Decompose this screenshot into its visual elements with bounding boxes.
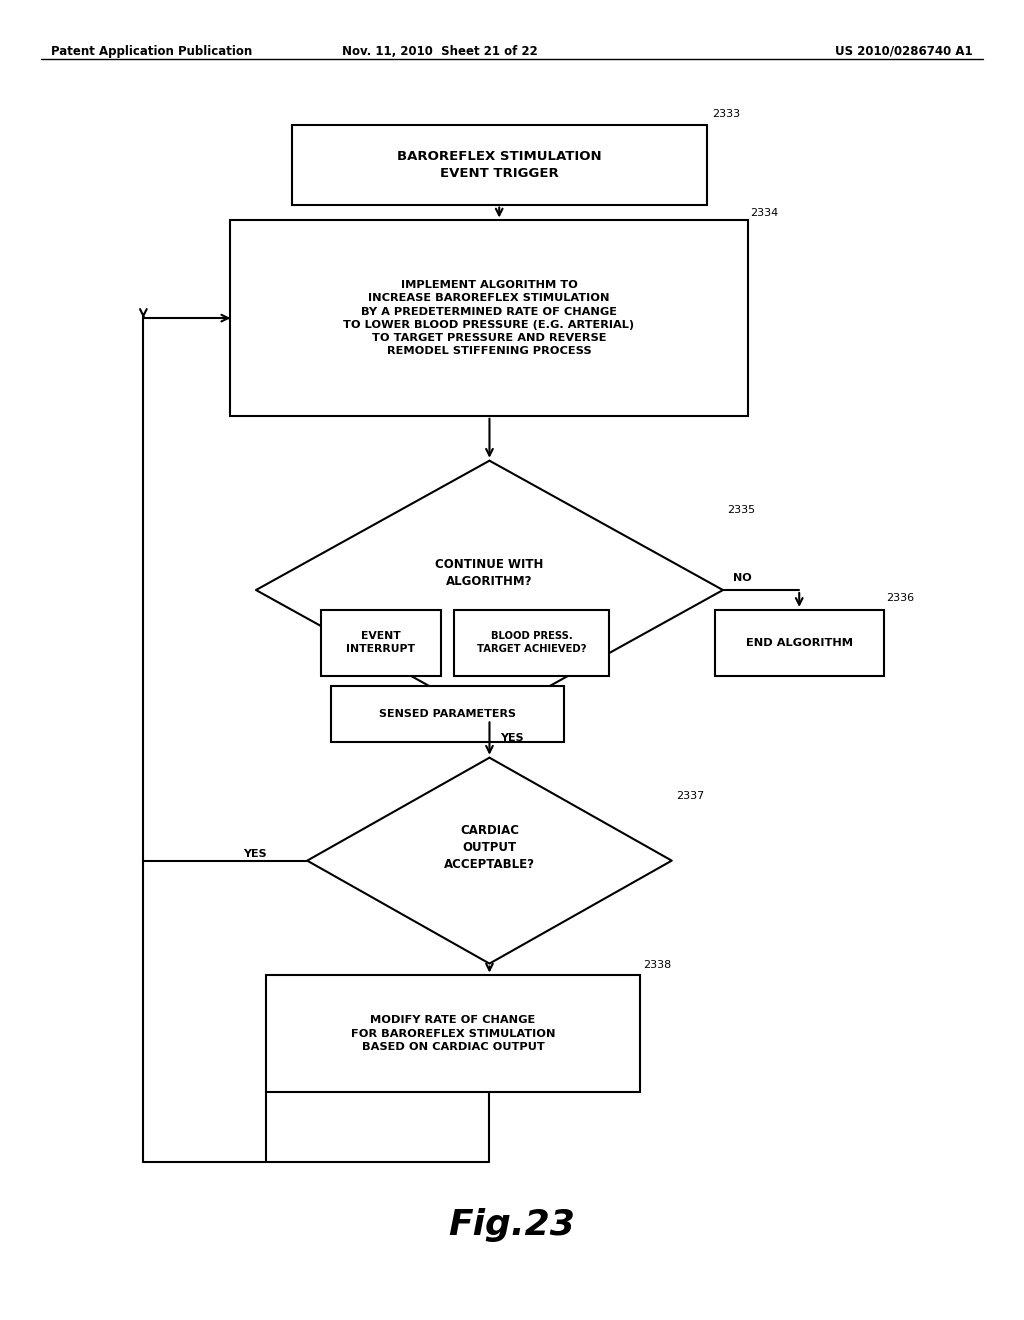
- Text: Patent Application Publication: Patent Application Publication: [51, 45, 253, 58]
- Text: CARDIAC
OUTPUT
ACCEPTABLE?: CARDIAC OUTPUT ACCEPTABLE?: [444, 824, 535, 871]
- Text: 2337: 2337: [676, 791, 705, 801]
- Text: 2336: 2336: [886, 593, 913, 603]
- Bar: [715, 610, 884, 676]
- Text: Fig.23: Fig.23: [449, 1208, 575, 1242]
- Text: NO: NO: [500, 974, 518, 985]
- Text: US 2010/0286740 A1: US 2010/0286740 A1: [836, 45, 973, 58]
- Text: EVENT
INTERRUPT: EVENT INTERRUPT: [346, 631, 416, 655]
- Bar: [292, 125, 707, 205]
- Text: IMPLEMENT ALGORITHM TO
INCREASE BAROREFLEX STIMULATION
BY A PREDETERMINED RATE O: IMPLEMENT ALGORITHM TO INCREASE BAROREFL…: [343, 280, 635, 356]
- Text: 2335: 2335: [727, 504, 755, 515]
- Bar: [321, 610, 441, 676]
- Text: CONTINUE WITH
ALGORITHM?: CONTINUE WITH ALGORITHM?: [435, 558, 544, 589]
- Text: 2338: 2338: [643, 960, 672, 970]
- Text: NO: NO: [733, 573, 752, 583]
- Text: BLOOD PRESS.
TARGET ACHIEVED?: BLOOD PRESS. TARGET ACHIEVED?: [477, 631, 586, 655]
- Text: BAROREFLEX STIMULATION
EVENT TRIGGER: BAROREFLEX STIMULATION EVENT TRIGGER: [397, 150, 601, 180]
- Text: 2333: 2333: [712, 108, 739, 119]
- Text: YES: YES: [500, 733, 523, 743]
- Text: Nov. 11, 2010  Sheet 21 of 22: Nov. 11, 2010 Sheet 21 of 22: [342, 45, 539, 58]
- Text: END ALGORITHM: END ALGORITHM: [745, 638, 853, 648]
- Text: 2334: 2334: [751, 207, 779, 218]
- Text: SENSED PARAMETERS: SENSED PARAMETERS: [379, 709, 516, 719]
- Text: YES: YES: [243, 849, 266, 859]
- Bar: [331, 686, 564, 742]
- Text: MODIFY RATE OF CHANGE
FOR BAROREFLEX STIMULATION
BASED ON CARDIAC OUTPUT: MODIFY RATE OF CHANGE FOR BAROREFLEX STI…: [351, 1015, 555, 1052]
- Bar: [266, 975, 640, 1092]
- Bar: [230, 220, 748, 416]
- Bar: [454, 610, 609, 676]
